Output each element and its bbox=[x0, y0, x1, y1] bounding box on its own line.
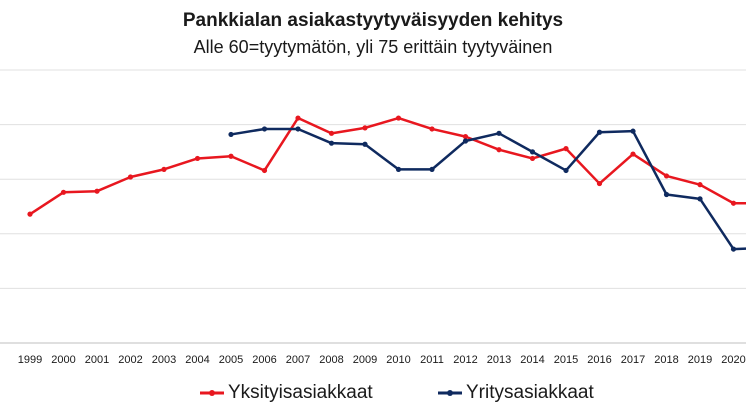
data-point bbox=[395, 115, 402, 121]
data-point bbox=[563, 146, 569, 152]
x-axis: 1999 2000 2001 2002 2003 2004 2005 2006 2007 2008… bbox=[18, 354, 746, 366]
data-point bbox=[362, 141, 368, 147]
x-tick-label: 2010 bbox=[386, 354, 410, 366]
x-tick-label: 2017 bbox=[621, 354, 645, 366]
data-point bbox=[395, 166, 402, 172]
series-layer bbox=[27, 115, 746, 252]
data-point bbox=[261, 126, 268, 132]
data-point bbox=[697, 196, 703, 202]
legend-item-yksityisasiakkaat: Yksityisasiakkaat bbox=[200, 382, 373, 404]
x-tick-label: 2006 bbox=[252, 354, 276, 366]
x-tick-label: 2016 bbox=[587, 354, 611, 366]
gridlines bbox=[0, 69, 746, 344]
data-point bbox=[228, 131, 234, 138]
data-point bbox=[161, 166, 167, 172]
data-point bbox=[127, 174, 134, 180]
legend-swatch-icon bbox=[200, 390, 224, 396]
x-tick-label: 2012 bbox=[453, 354, 477, 366]
data-point bbox=[362, 125, 368, 131]
data-point bbox=[630, 128, 636, 134]
legend: Yksityisasiakkaat Yritysasiakkaat bbox=[0, 382, 746, 410]
x-tick-label: 2005 bbox=[219, 354, 243, 366]
legend-label: Yksityisasiakkaat bbox=[228, 382, 373, 403]
data-point bbox=[697, 182, 703, 188]
data-point bbox=[529, 149, 536, 155]
x-tick-label: 2018 bbox=[654, 354, 678, 366]
x-tick-label: 2015 bbox=[554, 354, 578, 366]
series-line bbox=[29, 116, 746, 216]
data-point bbox=[496, 130, 502, 136]
data-point bbox=[328, 140, 335, 146]
data-point bbox=[663, 191, 670, 198]
data-point bbox=[462, 134, 469, 140]
chart-title: Pankkialan asiakastyytyväisyyden kehitys bbox=[182, 10, 564, 31]
data-point bbox=[529, 155, 536, 162]
data-point bbox=[730, 200, 737, 206]
series-yksityisasiakkaat bbox=[27, 115, 746, 217]
x-tick-label: 2019 bbox=[688, 354, 712, 366]
data-point bbox=[730, 246, 737, 252]
data-point bbox=[194, 155, 201, 162]
legend-swatch-icon bbox=[438, 390, 462, 396]
x-tick-label: 2020 bbox=[721, 354, 745, 366]
x-tick-label: 1999 bbox=[18, 354, 42, 366]
data-point bbox=[429, 126, 435, 132]
x-tick-label: 2014 bbox=[520, 354, 544, 366]
data-point bbox=[27, 211, 33, 217]
data-point bbox=[462, 138, 469, 144]
x-tick-label: 2008 bbox=[319, 354, 343, 366]
data-point bbox=[596, 129, 603, 135]
x-tick-label: 2013 bbox=[487, 354, 511, 366]
data-point bbox=[228, 153, 234, 159]
data-point bbox=[563, 167, 569, 174]
data-point bbox=[496, 147, 502, 153]
data-point bbox=[596, 180, 603, 187]
data-point bbox=[429, 166, 435, 172]
data-point bbox=[295, 126, 301, 132]
data-point bbox=[295, 115, 301, 121]
x-tick-label: 2001 bbox=[85, 354, 109, 366]
data-point bbox=[630, 151, 636, 157]
x-tick-label: 2007 bbox=[286, 354, 310, 366]
x-tick-label: 2011 bbox=[420, 354, 444, 366]
legend-label: Yritysasiakkaat bbox=[466, 382, 594, 403]
legend-item-yritysasiakkaat: Yritysasiakkaat bbox=[438, 382, 594, 404]
x-tick-label: 2004 bbox=[185, 354, 209, 366]
data-point bbox=[60, 189, 67, 195]
data-point bbox=[328, 130, 335, 136]
data-point bbox=[261, 167, 268, 174]
x-tick-label: 2003 bbox=[152, 354, 176, 366]
series-line bbox=[230, 127, 746, 251]
x-tick-label: 2009 bbox=[353, 354, 377, 366]
data-point bbox=[663, 173, 670, 179]
chart-subtitle: Alle 60=tyytymätön, yli 75 erittäin tyyt… bbox=[193, 37, 553, 57]
x-tick-label: 2002 bbox=[118, 354, 142, 366]
series-yritysasiakkaat bbox=[228, 126, 746, 252]
x-tick-label: 2000 bbox=[51, 354, 75, 366]
data-point bbox=[94, 188, 100, 194]
